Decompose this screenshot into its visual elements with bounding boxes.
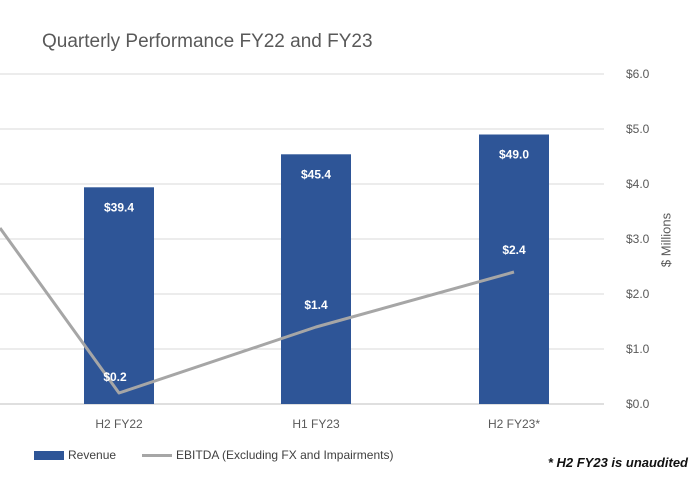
y-tick-label: $5.0 xyxy=(626,122,650,136)
revenue-data-label: $39.4 xyxy=(104,200,134,214)
y-tick-label: $2.0 xyxy=(626,287,650,301)
revenue-bar xyxy=(84,187,154,404)
chart-title: Quarterly Performance FY22 and FY23 xyxy=(42,31,373,52)
legend-label-revenue: Revenue xyxy=(68,448,117,462)
y-tick-label: $1.0 xyxy=(626,342,650,356)
legend-label-ebitda: EBITDA (Excluding FX and Impairments) xyxy=(176,448,394,462)
y-tick-label: $4.0 xyxy=(626,177,650,191)
legend-item-revenue: Revenue xyxy=(34,448,116,462)
legend-swatch-ebitda xyxy=(142,453,173,457)
revenue-data-label: $45.4 xyxy=(301,167,331,181)
revenue-bar xyxy=(479,134,549,404)
ebitda-line xyxy=(0,227,515,395)
footnote: * H2 FY23 is unaudited xyxy=(547,455,688,470)
y-tick-label: $6.0 xyxy=(626,67,650,81)
revenue-data-label: $49.0 xyxy=(499,148,529,162)
legend-swatch-revenue xyxy=(34,450,64,460)
y-tick-label: $3.0 xyxy=(626,232,650,246)
revenue-bar xyxy=(281,154,351,404)
y-tick-label: $0.0 xyxy=(626,397,650,411)
ebitda-data-label: $0.2 xyxy=(103,370,127,384)
ebitda-data-label: $2.4 xyxy=(502,243,526,257)
x-tick-label: H2 FY23* xyxy=(488,417,540,431)
x-tick-label: H1 FY23 xyxy=(292,417,340,431)
legend-item-ebitda: EBITDA (Excluding FX and Impairments) xyxy=(142,448,393,462)
legend: Revenue EBITDA (Excluding FX and Impairm… xyxy=(34,445,419,465)
x-tick-label: H2 FY22 xyxy=(95,417,143,431)
y-axis-label: $ Millions xyxy=(658,212,674,268)
ebitda-data-label: $1.4 xyxy=(304,298,328,312)
